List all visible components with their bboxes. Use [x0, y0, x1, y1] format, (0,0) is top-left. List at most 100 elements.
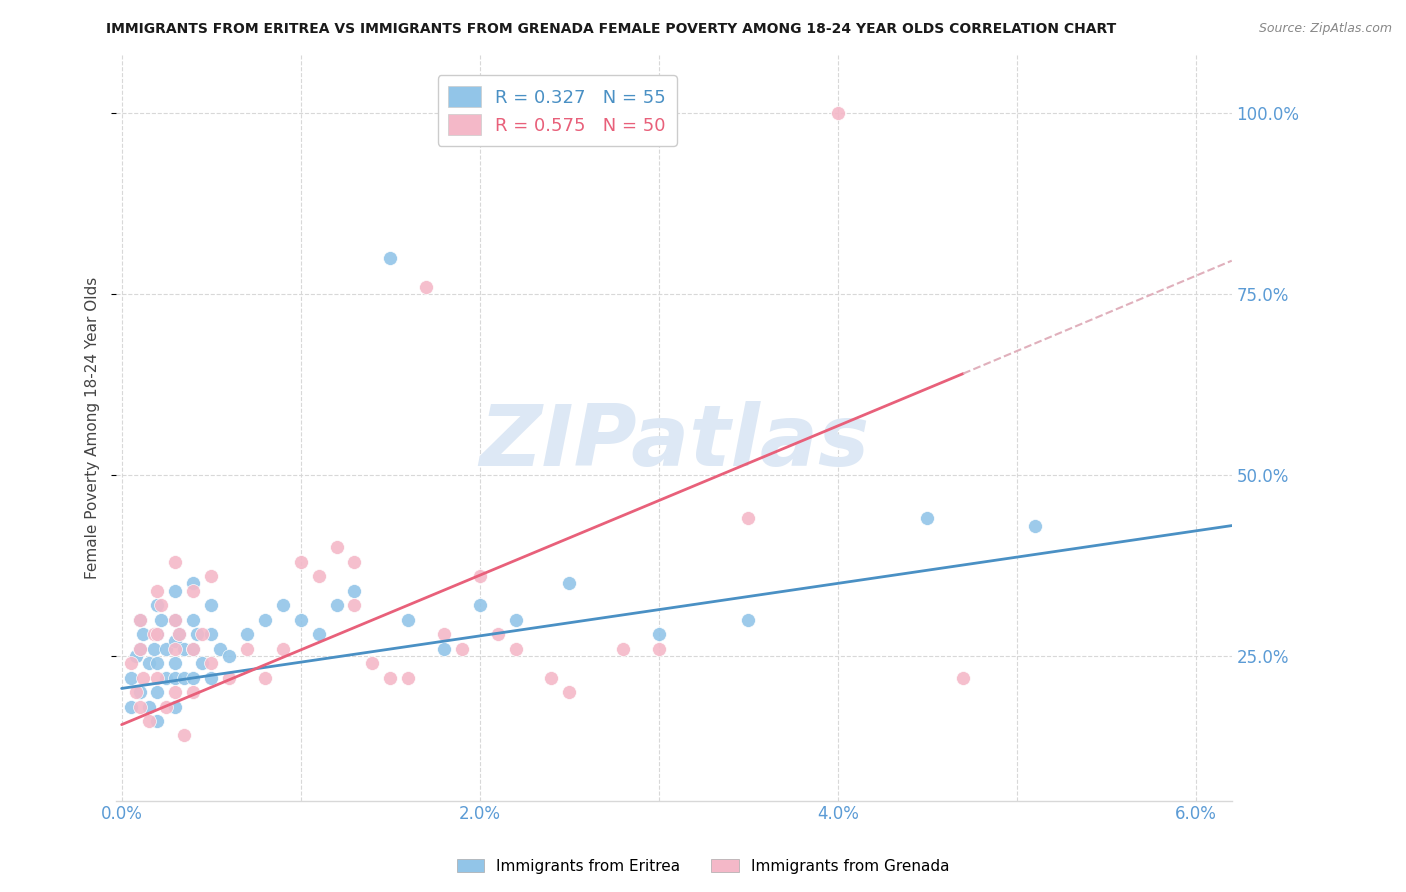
Point [142, 641, 165, 656]
Point [146, 598, 169, 612]
Point [290, 555, 312, 569]
Point [200, 671, 222, 685]
Point [433, 641, 456, 656]
Point [120, 699, 142, 714]
Point [396, 613, 419, 627]
Point [165, 641, 187, 656]
Point [450, 641, 472, 656]
Point [165, 583, 187, 598]
Point [167, 627, 190, 641]
Point [181, 641, 204, 656]
Point [181, 685, 204, 699]
Point [271, 641, 294, 656]
Point [253, 671, 276, 685]
Point [155, 671, 177, 685]
Point [128, 699, 150, 714]
Point [173, 641, 195, 656]
Point [181, 641, 204, 656]
Point [146, 714, 169, 728]
Point [200, 598, 222, 612]
Point [128, 641, 150, 656]
Point [218, 648, 240, 663]
Point [165, 613, 187, 627]
Point [200, 627, 222, 641]
Point [1024, 518, 1046, 533]
Point [138, 699, 160, 714]
Point [433, 627, 456, 641]
Point [165, 699, 187, 714]
Point [155, 699, 177, 714]
Point [165, 613, 187, 627]
Point [236, 627, 259, 641]
Point [128, 685, 150, 699]
Point [415, 279, 437, 293]
Point [200, 656, 222, 670]
Point [165, 656, 187, 670]
Point [612, 641, 634, 656]
Point [138, 656, 160, 670]
Point [128, 613, 150, 627]
Point [361, 656, 384, 670]
Point [186, 627, 208, 641]
Point [271, 598, 294, 612]
Point [200, 569, 222, 583]
Legend: R = 0.327   N = 55, R = 0.575   N = 50: R = 0.327 N = 55, R = 0.575 N = 50 [437, 75, 678, 146]
Point [181, 583, 204, 598]
Point [181, 671, 204, 685]
Point [181, 576, 204, 591]
Point [290, 613, 312, 627]
Point [380, 251, 402, 265]
Point [380, 671, 402, 685]
Point [125, 685, 148, 699]
Text: Source: ZipAtlas.com: Source: ZipAtlas.com [1258, 22, 1392, 36]
Point [120, 656, 142, 670]
Point [558, 685, 581, 699]
Point [146, 627, 169, 641]
Point [191, 627, 214, 641]
Point [253, 613, 276, 627]
Point [468, 598, 491, 612]
Point [150, 598, 173, 612]
Point [325, 541, 347, 555]
Point [486, 627, 509, 641]
Y-axis label: Female Poverty Among 18-24 Year Olds: Female Poverty Among 18-24 Year Olds [86, 277, 100, 579]
Point [146, 671, 169, 685]
Point [173, 729, 195, 743]
Point [505, 613, 527, 627]
Point [827, 106, 849, 120]
Point [209, 641, 232, 656]
Point [146, 627, 169, 641]
Point [648, 641, 671, 656]
Point [648, 627, 671, 641]
Point [165, 555, 187, 569]
Point [737, 613, 759, 627]
Point [132, 627, 155, 641]
Point [558, 576, 581, 591]
Point [128, 613, 150, 627]
Point [146, 685, 169, 699]
Point [125, 648, 148, 663]
Point [165, 634, 187, 648]
Point [468, 569, 491, 583]
Point [191, 656, 214, 670]
Point [150, 613, 173, 627]
Point [165, 671, 187, 685]
Point [181, 613, 204, 627]
Point [505, 641, 527, 656]
Point [917, 511, 939, 525]
Point [952, 671, 974, 685]
Point [343, 598, 366, 612]
Point [308, 569, 330, 583]
Point [128, 641, 150, 656]
Text: ZIPatlas: ZIPatlas [479, 401, 869, 484]
Point [138, 714, 160, 728]
Point [218, 671, 240, 685]
Point [737, 511, 759, 525]
Point [308, 627, 330, 641]
Point [173, 671, 195, 685]
Point [540, 671, 562, 685]
Point [146, 656, 169, 670]
Legend: Immigrants from Eritrea, Immigrants from Grenada: Immigrants from Eritrea, Immigrants from… [450, 853, 956, 880]
Point [396, 671, 419, 685]
Point [142, 627, 165, 641]
